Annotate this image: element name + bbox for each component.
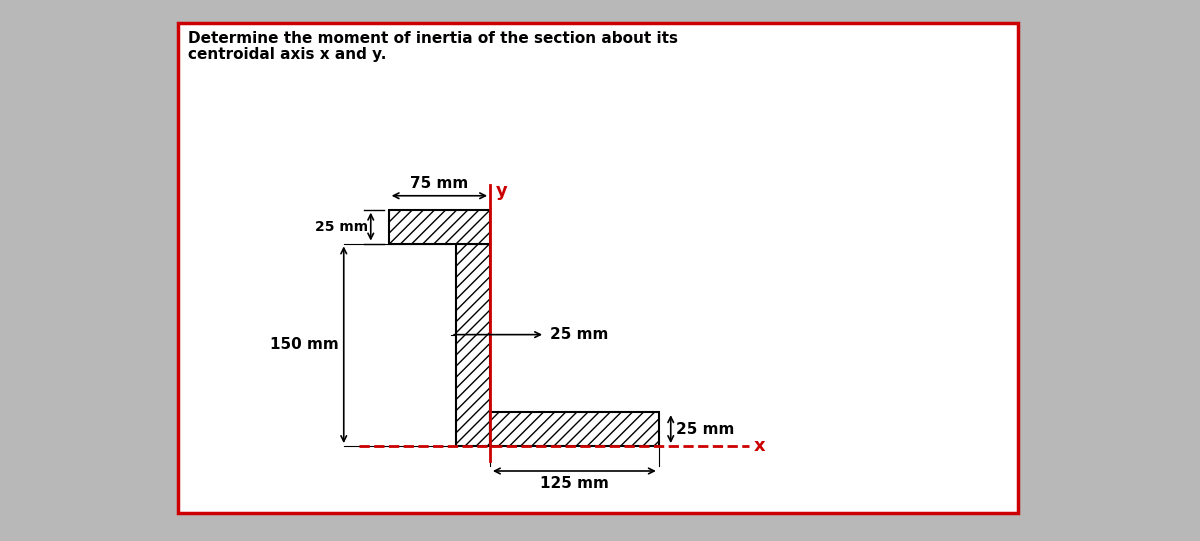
Text: x: x bbox=[754, 437, 766, 455]
Text: 25 mm: 25 mm bbox=[550, 327, 608, 342]
Text: 75 mm: 75 mm bbox=[410, 176, 468, 191]
Text: centroidal axis x and y.: centroidal axis x and y. bbox=[188, 47, 386, 62]
Text: 150 mm: 150 mm bbox=[270, 337, 338, 352]
Text: 125 mm: 125 mm bbox=[540, 476, 608, 491]
Text: Determine the moment of inertia of the section about its: Determine the moment of inertia of the s… bbox=[188, 31, 678, 46]
Text: y: y bbox=[496, 182, 508, 200]
Bar bbox=[456, 243, 490, 446]
Bar bbox=[389, 210, 490, 243]
Text: 25 mm: 25 mm bbox=[676, 421, 734, 437]
Bar bbox=[178, 23, 1018, 513]
Text: 25 mm: 25 mm bbox=[314, 220, 367, 234]
Bar bbox=[490, 412, 659, 446]
